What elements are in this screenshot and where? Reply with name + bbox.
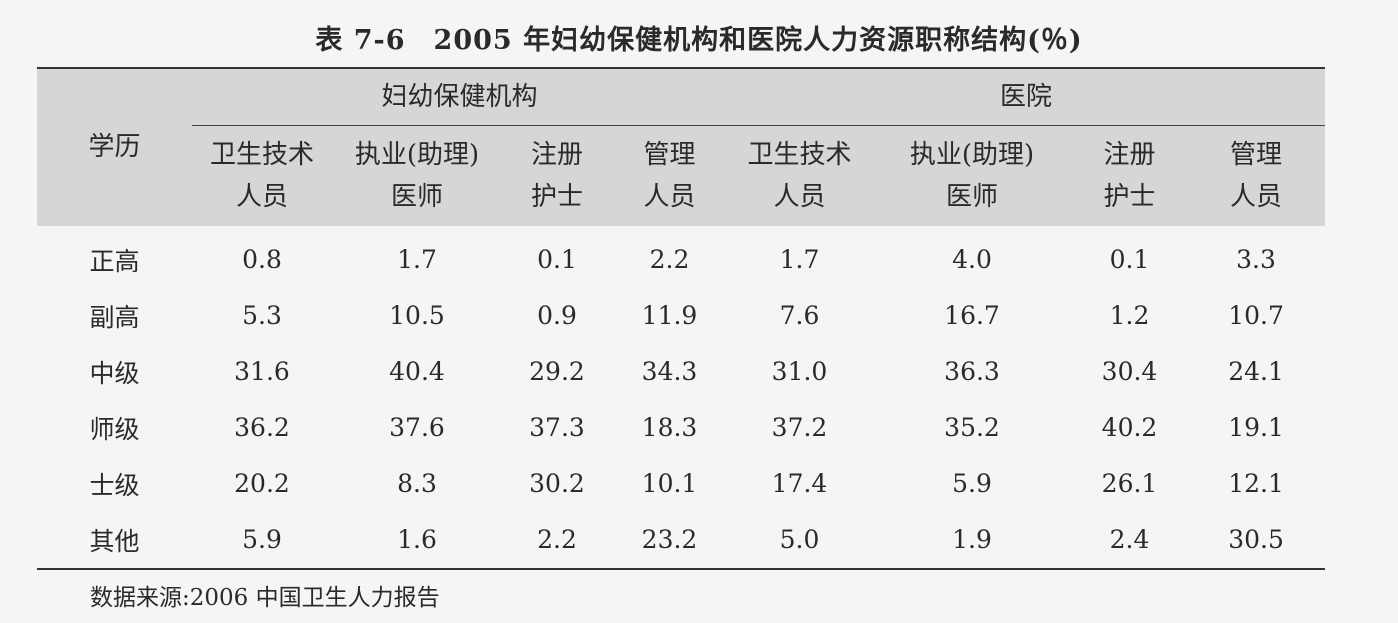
- table-cell: 24.1: [1228, 357, 1284, 386]
- group-header-row: 学历 妇幼保健机构 医院: [37, 68, 1326, 162]
- table-cell: 19.1: [1228, 413, 1284, 442]
- table-row: 中级 31.6 40.4 29.2 34.3 31.0 36.3 30.4 24.1: [37, 344, 1325, 400]
- table-cell: 0.8: [242, 245, 282, 274]
- table-cell: 5.9: [952, 469, 992, 498]
- column-header: 执业(助理) 医师: [872, 125, 1073, 226]
- row-label: 副高: [89, 302, 140, 332]
- table-cell: 34.3: [641, 357, 698, 386]
- table-cell: 37.3: [529, 413, 585, 442]
- table-cell: 2.4: [1109, 525, 1150, 554]
- table-cell: 10.7: [1228, 301, 1284, 330]
- column-header: 管理 人员: [1187, 125, 1326, 226]
- table-cell: 5.3: [242, 301, 282, 330]
- table-row: 士级 20.2 8.3 30.2 10.1 17.4 5.9 26.1 12.1: [37, 456, 1325, 512]
- row-label: 其他: [89, 526, 140, 556]
- table-cell: 36.3: [944, 357, 1000, 386]
- data-table-container: 学历 妇幼保健机构 医院 卫生技术 人员 执业(助理) 医师 注册 护士 管理 人员 卫…: [37, 67, 1326, 570]
- table-cell: 7.6: [779, 301, 820, 330]
- table-cell: 23.2: [641, 525, 698, 554]
- table-cell: 3.3: [1236, 245, 1276, 274]
- table-cell: 30.4: [1101, 357, 1158, 386]
- table-cell: 5.0: [779, 525, 820, 554]
- table-cell: 1.9: [952, 525, 992, 554]
- data-table: 学历 妇幼保健机构 医院 卫生技术 人员 执业(助理) 医师 注册 护士 管理 人员 卫…: [37, 67, 1326, 570]
- table-title: 表 7-6 2005 年妇幼保健机构和医院人力资源职称结构(％): [315, 25, 1083, 56]
- source-note: 数据来源:2006 中国卫生人力报告: [90, 585, 440, 611]
- table-cell: 8.3: [397, 469, 437, 498]
- group-header-hospital: 医院: [1000, 82, 1053, 112]
- table-cell: 0.9: [537, 301, 577, 330]
- table-cell: 2.2: [537, 525, 577, 554]
- column-header: 卫生技术 人员: [727, 125, 873, 226]
- table-cell: 37.6: [389, 413, 445, 442]
- table-cell: 4.0: [952, 245, 992, 274]
- table-cell: 30.5: [1228, 525, 1284, 554]
- table-cell: 16.7: [944, 301, 1000, 330]
- table-cell: 29.2: [529, 357, 585, 386]
- column-header: 执业(助理) 医师: [332, 125, 502, 226]
- table-cell: 1.6: [397, 525, 437, 554]
- table-cell: 20.2: [234, 469, 290, 498]
- column-header: 注册 护士: [502, 125, 612, 226]
- column-header: 管理 人员: [612, 125, 728, 226]
- row-header: 学历: [88, 132, 141, 163]
- table-cell: 30.2: [529, 469, 585, 498]
- table-cell: 1.7: [397, 245, 437, 274]
- table-cell: 2.2: [649, 245, 690, 274]
- column-header: 注册 护士: [1072, 125, 1188, 226]
- table-cell: 31.0: [771, 357, 828, 386]
- table-cell: 36.2: [234, 413, 290, 442]
- group-header-mch: 妇幼保健机构: [381, 82, 538, 112]
- row-label: 师级: [89, 414, 140, 444]
- table-cell: 40.2: [1101, 413, 1158, 442]
- row-label: 正高: [89, 246, 140, 276]
- table-cell: 0.1: [537, 245, 577, 274]
- table-cell: 12.1: [1228, 469, 1284, 498]
- table-cell: 35.2: [944, 413, 1000, 442]
- table-cell: 31.6: [234, 357, 290, 386]
- table-cell: 10.5: [389, 301, 445, 330]
- column-header: 卫生技术 人员: [192, 125, 332, 226]
- table-cell: 18.3: [641, 413, 698, 442]
- table-cell: 26.1: [1101, 469, 1158, 498]
- column-header-row: 卫生技术 人员 执业(助理) 医师 注册 护士 管理 人员 卫生技术 人员 执业(助理) 医…: [37, 125, 1326, 226]
- row-label: 士级: [89, 470, 140, 500]
- table-cell: 11.9: [641, 301, 698, 330]
- table-row: 师级 36.2 37.6 37.3 18.3 37.2 35.2 40.2 19.1: [37, 400, 1325, 456]
- row-label: 中级: [89, 358, 140, 388]
- table-cell: 10.1: [641, 469, 698, 498]
- table-cell: 1.7: [779, 245, 820, 274]
- table-cell: 5.9: [242, 525, 282, 554]
- table-row: 正高 0.8 1.7 0.1 2.2 1.7 4.0 0.1 3.3: [37, 226, 1325, 288]
- table-cell: 1.2: [1109, 301, 1150, 330]
- table-row: 副高 5.3 10.5 0.9 11.9 7.6 16.7 1.2 10.7: [37, 288, 1325, 344]
- table-row: 其他 5.9 1.6 2.2 23.2 5.0 1.9 2.4 30.5: [37, 512, 1326, 569]
- table-cell: 37.2: [771, 413, 828, 442]
- table-cell: 40.4: [389, 357, 445, 386]
- table-cell: 0.1: [1109, 245, 1150, 274]
- table-cell: 17.4: [771, 469, 828, 498]
- table-body: 正高 0.8 1.7 0.1 2.2 1.7 4.0 0.1 3.3 副高 5.3 10.5 0.9 11…: [37, 226, 1326, 569]
